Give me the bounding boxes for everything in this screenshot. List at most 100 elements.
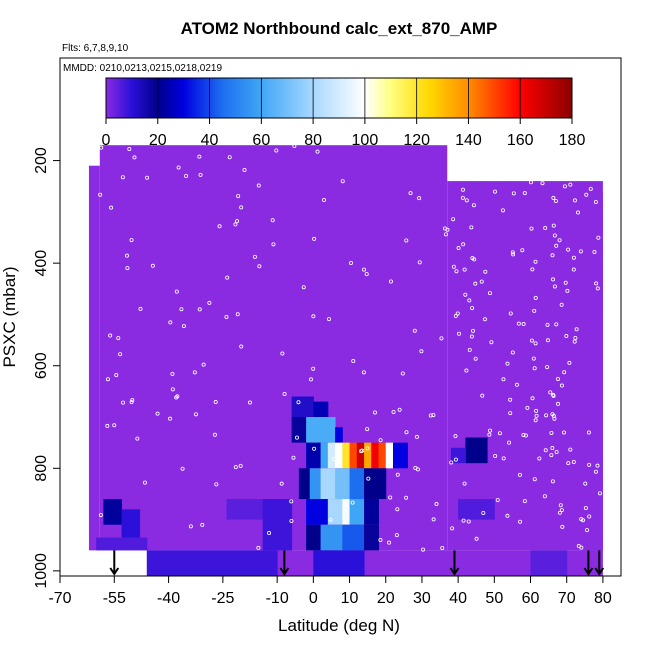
- sample-point: [507, 440, 512, 445]
- sample-point: [239, 205, 244, 210]
- sample-point: [516, 321, 521, 326]
- sample-point: [533, 418, 538, 423]
- sample-point: [528, 180, 533, 185]
- colorbar-tick-label: 100: [352, 132, 379, 149]
- heatmap-cell: [364, 499, 380, 525]
- heatmap-cell: [349, 468, 365, 500]
- sample-point: [252, 254, 257, 259]
- sample-point: [464, 368, 469, 373]
- sample-point: [593, 199, 598, 204]
- sample-point: [242, 167, 247, 172]
- sample-point: [408, 191, 413, 196]
- y-tick-label: 200: [33, 147, 50, 174]
- sample-point: [464, 198, 469, 203]
- chart-title: ATOM2 Northbound calc_ext_870_AMP: [181, 19, 498, 38]
- y-tick-label: 600: [33, 352, 50, 379]
- sample-point: [114, 373, 119, 378]
- dates-subtitle: MMDD: 0210,0213,0215,0218,0219: [63, 63, 222, 74]
- sample-point: [592, 249, 597, 254]
- sample-point: [549, 453, 554, 458]
- sample-point: [461, 242, 466, 247]
- sample-point: [511, 252, 516, 257]
- heatmap-cell: [320, 442, 329, 469]
- sample-point: [559, 383, 564, 388]
- sample-point: [256, 183, 261, 188]
- colorbar-tick-label: 60: [252, 132, 270, 149]
- sample-point: [529, 338, 534, 343]
- sample-point: [282, 391, 287, 396]
- sample-point: [214, 482, 219, 487]
- sample-point: [349, 261, 354, 266]
- sample-point: [450, 526, 455, 531]
- sample-point: [456, 331, 461, 336]
- x-tick-label: 10: [341, 590, 359, 607]
- sample-point: [247, 400, 252, 405]
- sample-point: [233, 465, 238, 470]
- x-tick-label: -70: [48, 590, 71, 607]
- sample-point: [551, 392, 556, 397]
- heatmap-cell: [364, 524, 380, 551]
- sample-point: [301, 285, 306, 290]
- sample-point: [565, 288, 570, 293]
- sample-point: [549, 430, 554, 435]
- sample-point: [584, 192, 589, 197]
- sample-point: [554, 243, 559, 248]
- sample-point: [508, 411, 513, 416]
- heatmap-cell: [320, 524, 343, 551]
- sample-point: [394, 533, 399, 538]
- sample-point: [364, 272, 369, 277]
- sample-point: [534, 413, 539, 418]
- sample-point: [419, 349, 424, 354]
- sample-point: [522, 499, 527, 504]
- sample-point: [120, 175, 125, 180]
- y-tick-label: 400: [33, 250, 50, 277]
- sample-point: [544, 413, 549, 418]
- sample-point: [365, 427, 370, 432]
- x-axis: -70 -55 -40 -25 -10 0 10 20 30 40 50 60 70 80: [48, 576, 612, 607]
- sample-point: [193, 412, 198, 417]
- sample-point: [553, 198, 558, 203]
- sample-point: [431, 517, 436, 522]
- sample-point: [537, 456, 542, 461]
- heatmap-cell: [335, 442, 343, 469]
- sample-point: [365, 446, 370, 451]
- sample-point: [388, 495, 393, 500]
- sample-point: [291, 455, 296, 460]
- sample-point: [520, 248, 525, 253]
- sample-point: [548, 390, 553, 395]
- extinction-cells: [96, 396, 568, 576]
- x-tick-label: 0: [309, 590, 318, 607]
- sample-point: [576, 544, 581, 549]
- sample-point: [530, 267, 535, 272]
- sample-point: [449, 460, 454, 465]
- sample-point: [142, 480, 147, 485]
- sample-point: [482, 317, 487, 322]
- heatmap-cell: [458, 499, 495, 520]
- x-axis-label: Latitude (deg N): [278, 616, 400, 635]
- sample-point: [460, 187, 465, 192]
- x-tick-label: 40: [449, 590, 467, 607]
- sample-point: [474, 536, 479, 541]
- colorbar: 0 20 40 60 80 100 120 140 160 180: [102, 77, 585, 149]
- sample-point: [585, 528, 590, 533]
- sample-point: [138, 306, 143, 311]
- sample-point: [530, 396, 535, 401]
- sample-point: [566, 461, 571, 466]
- sample-point: [404, 495, 409, 500]
- sample-point: [469, 225, 474, 230]
- sample-point: [508, 397, 513, 402]
- sample-point: [463, 292, 468, 297]
- sample-point: [431, 413, 436, 418]
- sample-point: [112, 423, 117, 428]
- sample-point: [573, 336, 578, 341]
- sample-point: [551, 223, 556, 228]
- sample-point: [350, 500, 355, 505]
- sample-point: [225, 275, 230, 280]
- x-tick-label: -40: [157, 590, 180, 607]
- sample-point: [483, 269, 488, 274]
- sample-point: [129, 400, 134, 405]
- sample-point: [562, 370, 567, 375]
- sample-point: [456, 246, 461, 251]
- sample-point: [201, 362, 206, 367]
- sample-point: [596, 235, 601, 240]
